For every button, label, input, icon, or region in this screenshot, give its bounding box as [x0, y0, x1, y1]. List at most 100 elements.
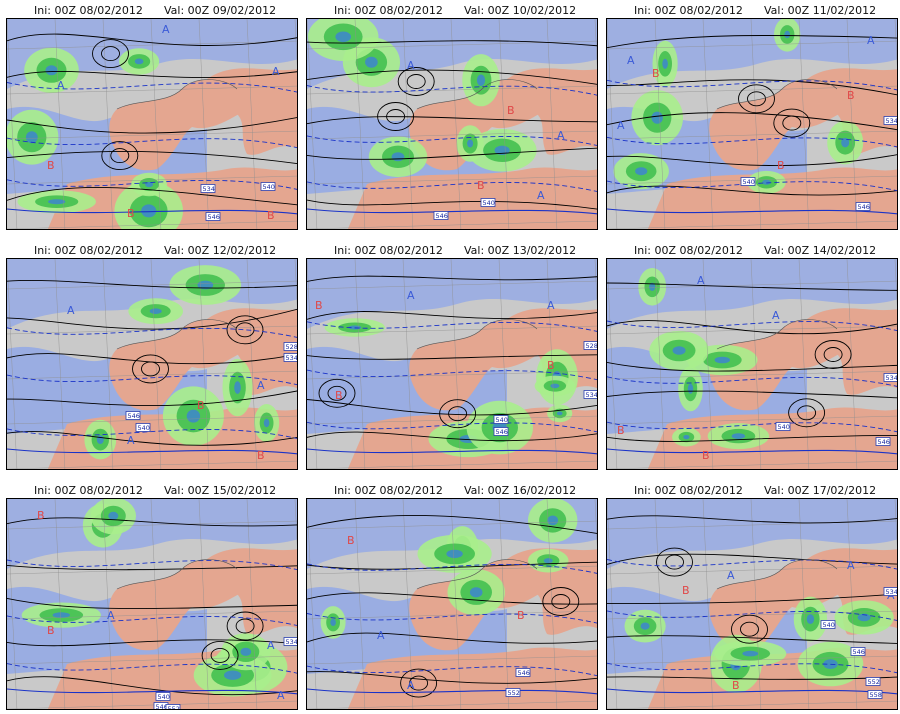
contour-value-box	[283, 353, 297, 362]
forecast-panel: Ini: 00Z 08/02/2012 Val: 00Z 17/02/2012 B A…	[606, 482, 900, 712]
meridian	[354, 19, 366, 229]
contour-value-box	[740, 177, 756, 186]
isobar	[607, 361, 897, 372]
high-pressure-label: A	[547, 299, 555, 312]
contour-value-box	[583, 390, 597, 399]
low-pressure-label: B	[682, 584, 690, 597]
isobar	[307, 354, 597, 360]
contour-value: 552	[868, 678, 880, 686]
parallel	[607, 655, 897, 665]
contour-value-box	[883, 587, 897, 596]
low-pressure-label: B	[197, 399, 205, 412]
land-central-europe	[207, 308, 297, 395]
valid-time: Val: 00Z 13/02/2012	[464, 244, 577, 257]
isobar	[7, 431, 297, 446]
valid-time: Val: 00Z 16/02/2012	[464, 484, 577, 497]
meridian	[7, 19, 18, 229]
meridian	[354, 499, 366, 709]
contour-value: 546	[518, 669, 530, 677]
precip-heavy	[784, 30, 791, 39]
low-pressure-label: B	[257, 449, 265, 462]
parallel	[7, 175, 297, 185]
contour-value-box	[883, 373, 897, 382]
contour-value-box	[855, 202, 871, 211]
panel-header: Ini: 00Z 08/02/2012 Val: 00Z 11/02/2012	[606, 2, 900, 18]
precip-heavy	[330, 618, 336, 626]
parallel	[7, 280, 297, 290]
meridian	[402, 499, 414, 709]
map-canvas: B A B B A 528 534 546 540	[307, 259, 598, 469]
meridian	[798, 19, 810, 229]
meridian	[150, 499, 162, 709]
high-pressure-label: A	[557, 129, 565, 142]
meridian	[102, 499, 114, 709]
geopotential-contour	[307, 369, 597, 381]
land-central-europe	[207, 68, 297, 155]
parallel	[307, 85, 597, 95]
contour-value: 528	[286, 343, 298, 351]
parallel	[607, 460, 897, 469]
meridian	[702, 259, 714, 469]
precip-heavy	[651, 111, 663, 124]
contour-value-box	[865, 677, 881, 686]
closed-isobar	[201, 640, 239, 670]
precip-heavy	[240, 647, 252, 656]
contour-value-box	[583, 341, 597, 350]
parallel	[607, 700, 897, 709]
closed-isobar	[141, 361, 160, 377]
coastline	[416, 319, 538, 350]
map-canvas: A A B A B 534 546 540 528	[7, 259, 298, 469]
closed-isobar	[132, 354, 169, 384]
meridian	[654, 259, 666, 469]
isobar	[307, 147, 597, 160]
forecast-panel: Ini: 00Z 08/02/2012 Val: 00Z 11/02/2012 A B…	[606, 2, 900, 232]
meridian	[198, 499, 210, 709]
low-pressure-label: B	[267, 209, 275, 222]
geopotential-contour	[7, 374, 297, 386]
isobar	[307, 561, 597, 570]
low-pressure-label: B	[652, 67, 660, 80]
parallel	[307, 325, 597, 335]
weather-map: A A B B A 540 546	[306, 18, 598, 230]
meridian	[102, 19, 114, 229]
geopotential-contour	[307, 135, 597, 146]
precip-heavy	[556, 411, 563, 416]
geopotential-contour	[307, 448, 597, 455]
contour-value: 540	[158, 693, 170, 701]
contour-value-box	[135, 423, 151, 432]
geopotential-contour	[607, 376, 897, 387]
precip-heavy	[45, 65, 58, 76]
meridian	[246, 499, 258, 709]
precip-heavy	[467, 139, 474, 148]
contour-value: 534	[886, 374, 898, 382]
meridian	[294, 499, 297, 546]
isobar	[607, 282, 897, 291]
contour-value-box	[505, 688, 521, 697]
contour-value: 546	[208, 213, 220, 221]
meridian	[198, 259, 210, 469]
high-pressure-label: A	[407, 289, 415, 302]
precip-heavy	[806, 614, 815, 624]
precip-heavy	[547, 515, 559, 526]
high-pressure-label: A	[697, 274, 705, 287]
closed-isobar	[101, 46, 120, 62]
meridian	[546, 19, 558, 229]
high-pressure-label: A	[772, 309, 780, 322]
contour-value: 546	[496, 428, 508, 436]
closed-isobar	[656, 547, 693, 577]
meridian	[246, 259, 258, 469]
high-pressure-label: A	[127, 434, 135, 447]
geopotential-contour	[7, 82, 297, 93]
map-canvas: BAABA534540546552558	[607, 499, 897, 709]
contour-value: 534	[586, 391, 598, 399]
closed-isobar	[409, 675, 429, 691]
contour-value: 546	[128, 412, 140, 420]
geopotential-contour	[607, 79, 897, 91]
map-canvas: B A B A A 534 540 546 552	[7, 499, 297, 709]
geopotential-contour	[7, 615, 297, 626]
geopotential-contour	[607, 448, 897, 455]
precip-heavy	[335, 31, 351, 43]
contour-value-box	[820, 620, 836, 629]
meridian	[7, 499, 18, 709]
contour-value: 534	[886, 117, 898, 125]
